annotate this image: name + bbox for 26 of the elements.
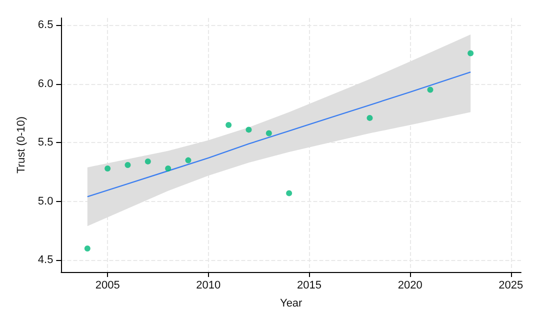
point: [165, 166, 172, 172]
point: [104, 166, 111, 172]
y-tick-label: 6.5: [38, 19, 54, 32]
x-tick-label: 2015: [297, 280, 322, 292]
x-axis-title: Year: [280, 298, 303, 310]
y-tick-label: 4.5: [38, 254, 54, 266]
x-tick-label: 2005: [95, 280, 120, 292]
point: [124, 162, 131, 168]
point: [468, 50, 474, 56]
point: [84, 245, 90, 252]
x-tick-label: 2025: [498, 280, 524, 292]
point: [366, 114, 373, 121]
point: [246, 126, 252, 133]
point: [266, 130, 272, 136]
x-tick-label: 2020: [398, 280, 422, 292]
line-series: [86, 71, 472, 198]
x-tick-label: 2010: [196, 280, 221, 292]
point: [185, 157, 192, 164]
y-axis-title: Trust (0-10): [16, 116, 28, 174]
point: [144, 158, 151, 164]
point: [286, 190, 292, 196]
point: [226, 122, 232, 128]
y-tick-label: 5.0: [38, 195, 54, 208]
y-tick-label: 6.0: [38, 78, 54, 90]
y-tick-label: 5.5: [38, 136, 54, 149]
point: [427, 86, 434, 93]
